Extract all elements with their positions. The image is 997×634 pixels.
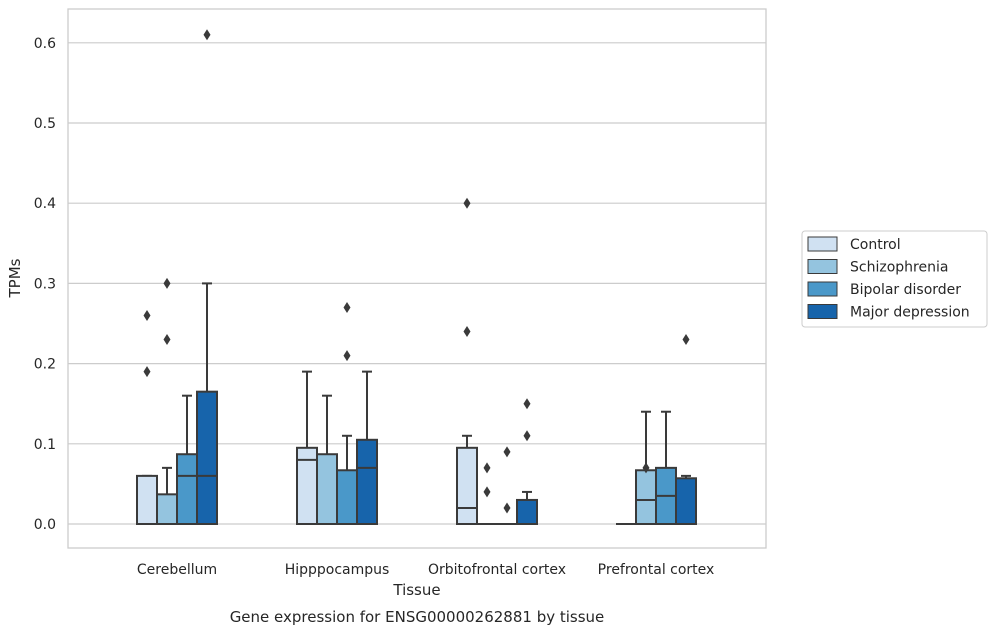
y-axis-ticks: 0.0 0.1 0.2 0.3 0.4 0.5 0.6: [34, 36, 56, 533]
x-tick-label: Prefrontal cortex: [598, 562, 715, 578]
box: [136, 474, 158, 526]
outlier-point: [163, 334, 171, 346]
outlier-point: [503, 446, 511, 458]
box: [516, 498, 538, 526]
x-tick-label: Cerebellum: [137, 562, 217, 578]
outlier-point: [163, 277, 171, 289]
x-axis-label: Tissue: [392, 581, 440, 599]
y-axis-label: TPMs: [6, 258, 24, 298]
outlier-point: [343, 350, 351, 362]
box: [336, 469, 358, 525]
x-tick-label: Orbitofrontal cortex: [428, 562, 566, 578]
outlier-point: [483, 486, 491, 498]
x-tick-label: Hipppocampus: [285, 562, 390, 578]
box-group: [635, 410, 657, 525]
box-group: [356, 370, 378, 526]
outlier-point: [483, 462, 491, 474]
box-group: [136, 309, 158, 526]
box-group: [316, 394, 338, 526]
box: [456, 446, 478, 525]
outlier-point: [523, 430, 531, 442]
y-tick-label: 0.6: [34, 36, 56, 52]
box: [316, 453, 338, 526]
legend: Control Schizophrenia Bipolar disorder Majo…: [801, 230, 988, 328]
legend-swatch: [807, 281, 838, 297]
chart-caption: Gene expression for ENSG00000262881 by t…: [230, 608, 605, 626]
box-group: [196, 29, 218, 526]
boxes: [136, 29, 697, 526]
box-group: [176, 394, 198, 526]
legend-swatch: [807, 259, 838, 274]
legend-swatch: [807, 304, 838, 319]
legend-label: Schizophrenia: [850, 260, 948, 276]
box: [196, 390, 218, 526]
outlier-point: [203, 29, 211, 41]
box-group: [675, 334, 697, 526]
plot-frame: [67, 8, 767, 549]
box-group: [655, 410, 677, 525]
legend-label: Control: [850, 237, 901, 253]
y-tick-label: 0.2: [34, 357, 56, 373]
outlier-point: [343, 301, 351, 313]
outlier-point: [143, 366, 151, 378]
box: [176, 453, 198, 526]
box: [356, 438, 378, 526]
outlier-point: [503, 502, 511, 514]
outlier-point: [523, 398, 531, 410]
outlier-point: [463, 197, 471, 209]
box-group: [497, 446, 517, 525]
legend-frame: [801, 230, 988, 328]
outlier-point: [642, 462, 650, 474]
gridlines: [68, 42, 766, 525]
box-group: [456, 197, 478, 525]
x-axis-ticks: Cerebellum Hipppocampus Orbitofrontal cort…: [137, 562, 714, 578]
y-tick-label: 0.0: [34, 517, 56, 533]
box: [675, 477, 697, 526]
box: [635, 469, 657, 525]
outlier-point: [143, 309, 151, 321]
legend-swatch: [807, 236, 838, 252]
box-group: [516, 398, 538, 526]
y-tick-label: 0.3: [34, 276, 56, 292]
box-group: [156, 277, 178, 525]
y-tick-label: 0.4: [34, 196, 56, 212]
box-group: [296, 370, 318, 525]
y-tick-label: 0.5: [34, 116, 56, 132]
box-group: [336, 301, 358, 525]
y-tick-label: 0.1: [34, 437, 56, 453]
outlier-point: [682, 334, 690, 346]
box: [156, 493, 178, 525]
box-group: [477, 462, 497, 525]
legend-label: Bipolar disorder: [850, 282, 961, 298]
legend-label: Major depression: [850, 305, 970, 321]
outlier-point: [463, 326, 471, 338]
